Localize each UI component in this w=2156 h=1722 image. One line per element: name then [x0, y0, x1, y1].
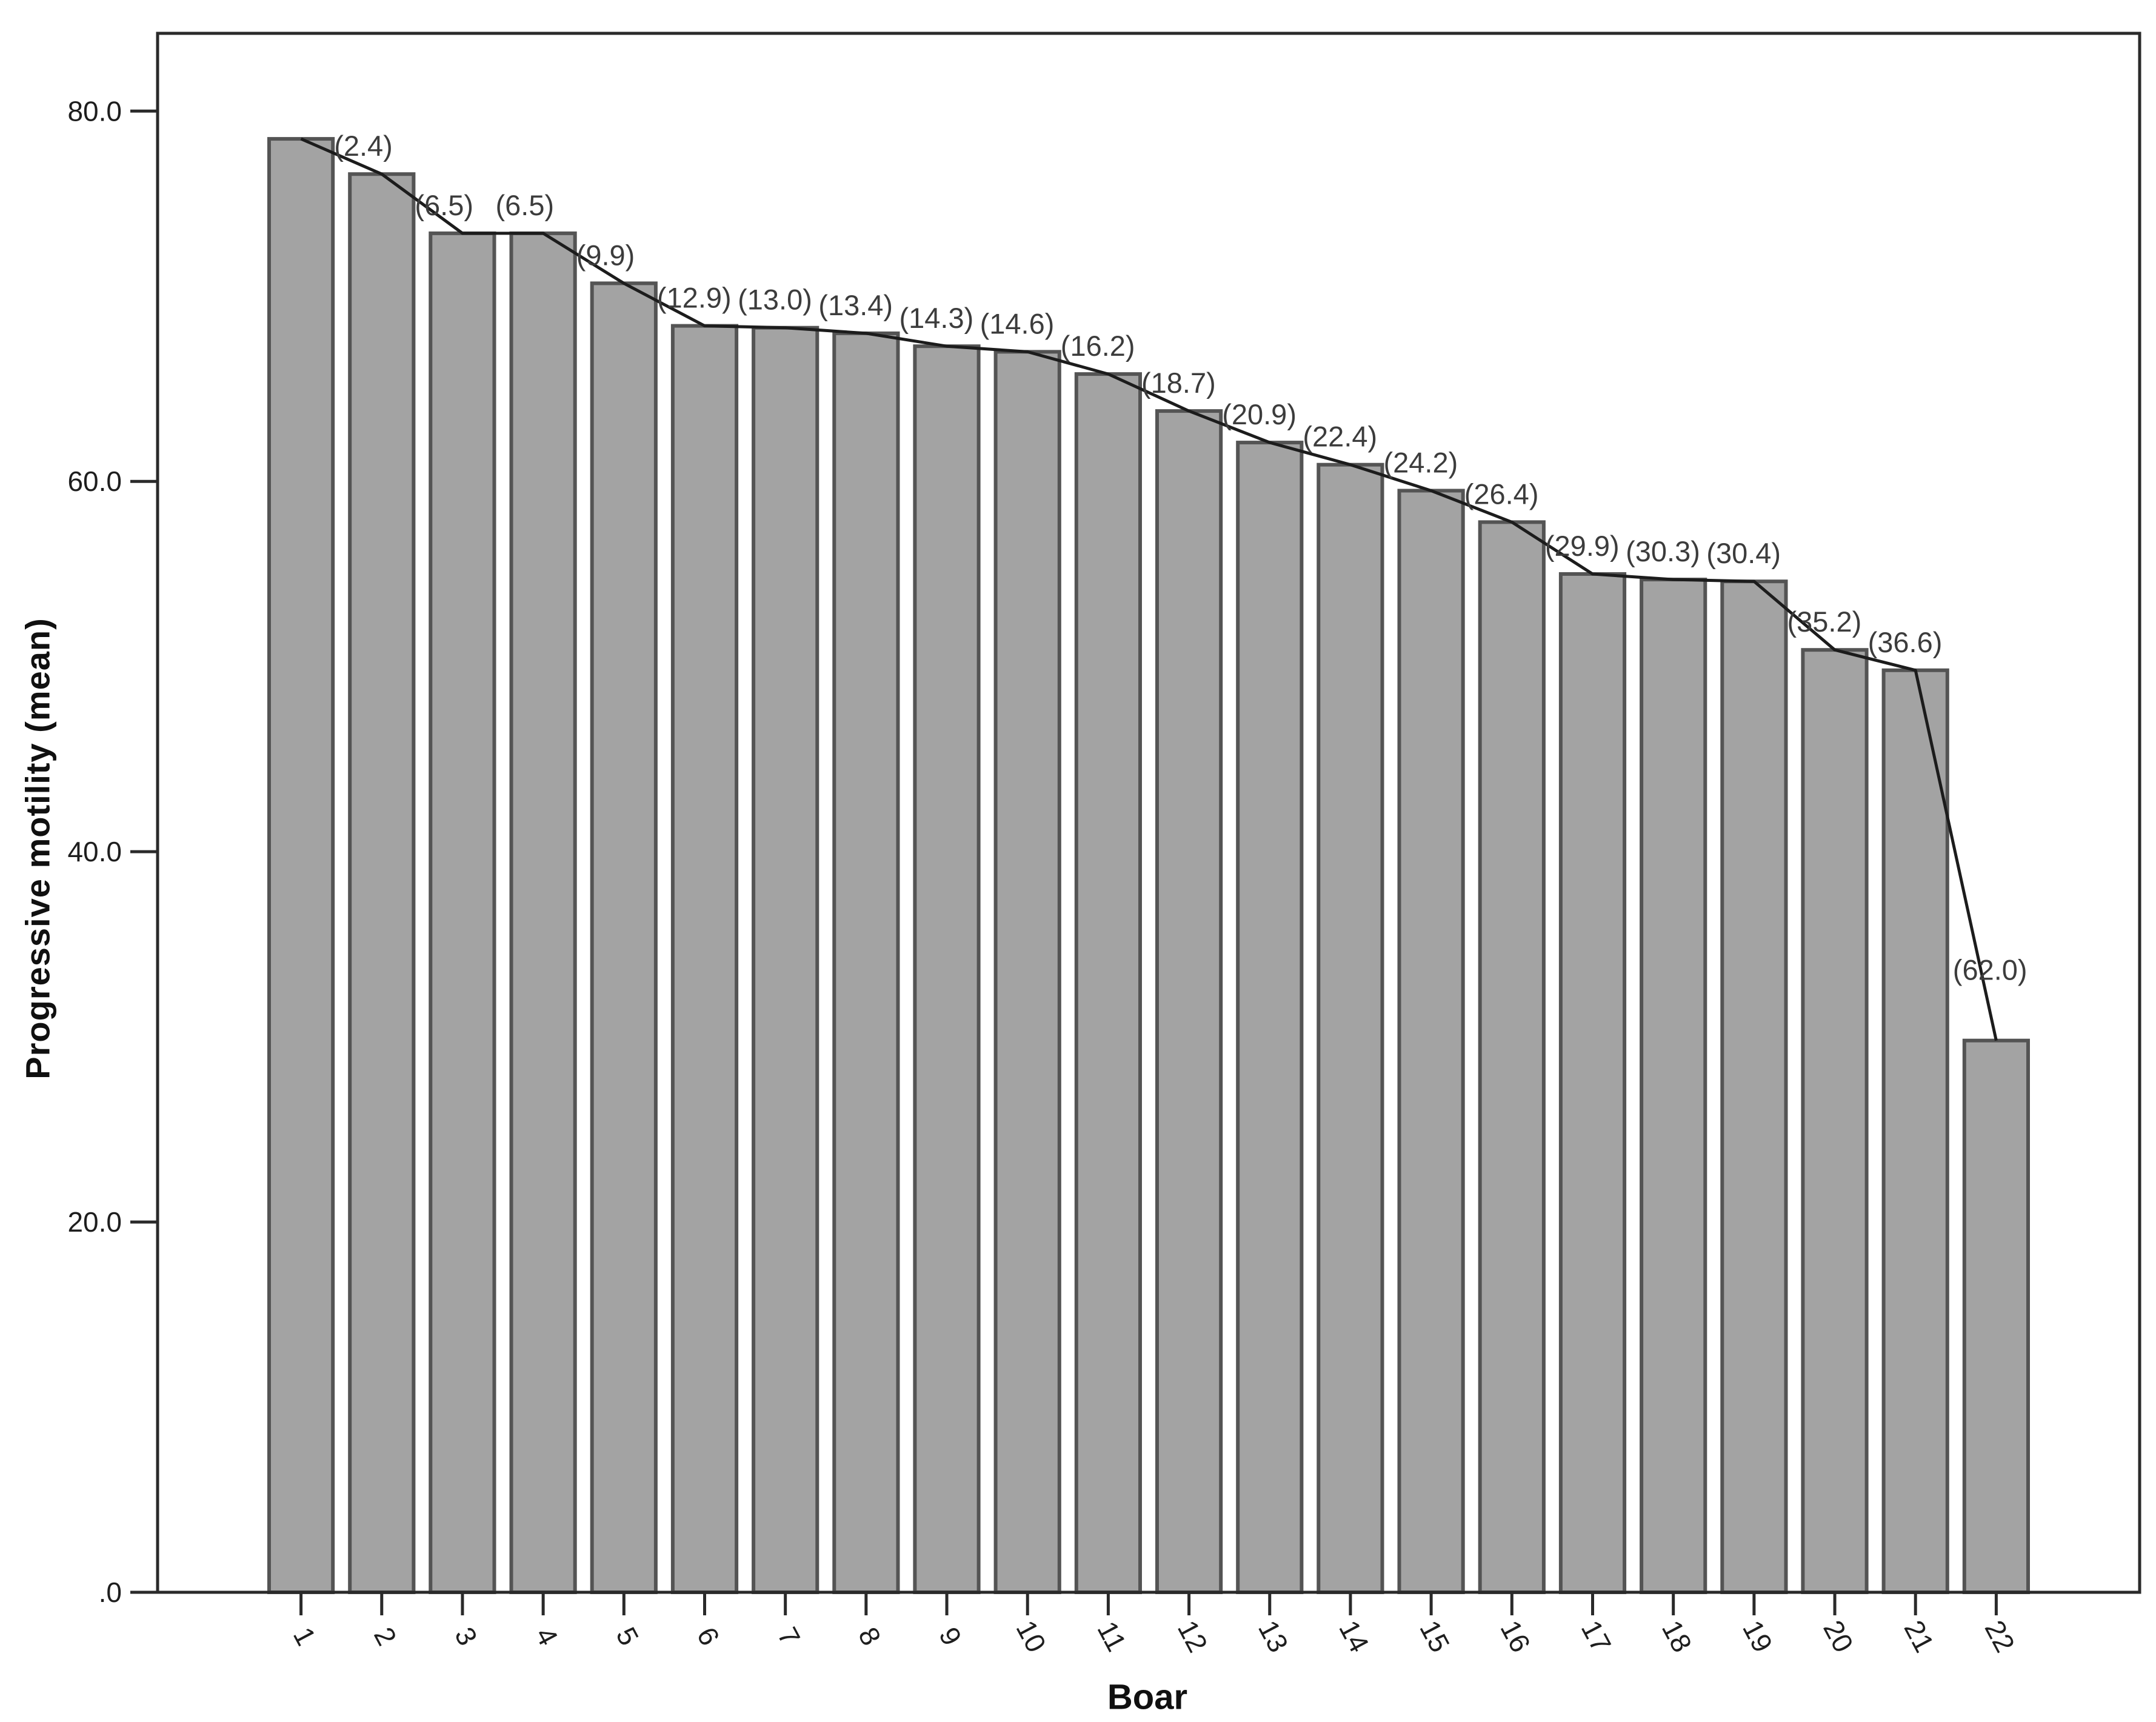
x-tick-label-10: 10: [1010, 1615, 1052, 1658]
bar-annotation-16: (26.4): [1464, 478, 1539, 510]
bar-11: [1074, 372, 1143, 1594]
x-tick-label-1: 1: [287, 1622, 322, 1650]
x-tick-label-15: 15: [1413, 1615, 1456, 1658]
y-tick-label-20.0: 20.0: [67, 1206, 122, 1238]
bar-annotation-9: (14.3): [899, 302, 974, 334]
x-tick-label-20: 20: [1817, 1615, 1860, 1658]
y-tick-label-80.0: 80.0: [67, 95, 122, 127]
bar-22: [1962, 1038, 2031, 1594]
bar-20: [1801, 648, 1869, 1594]
bar-5: [590, 281, 658, 1595]
bar-7: [752, 325, 819, 1595]
bar-4: [509, 231, 577, 1595]
y-tick-label-60.0: 60.0: [67, 466, 122, 497]
x-tick-label-6: 6: [691, 1622, 726, 1650]
y-tick-label-.0: .0: [99, 1577, 122, 1608]
bar-annotation-7: (13.0): [738, 284, 812, 316]
x-tick-label-9: 9: [933, 1622, 968, 1650]
bar-annotation-12: (18.7): [1141, 367, 1216, 399]
bar-19: [1720, 579, 1788, 1595]
x-tick-label-8: 8: [852, 1622, 887, 1650]
bar-annotation-13: (20.9): [1222, 398, 1297, 430]
x-tick-label-5: 5: [610, 1622, 645, 1650]
bar-annotation-22: (62.0): [1953, 954, 2028, 986]
x-tick-label-19: 19: [1737, 1615, 1779, 1658]
x-tick-label-3: 3: [449, 1622, 484, 1650]
x-tick-label-17: 17: [1575, 1615, 1618, 1658]
x-axis-title: Boar: [1107, 1677, 1188, 1717]
bar-13: [1236, 441, 1304, 1594]
x-tick-label-12: 12: [1172, 1615, 1214, 1658]
plot-frame: [156, 32, 2141, 1594]
bar-9: [913, 344, 981, 1595]
x-tick-label-7: 7: [772, 1622, 807, 1650]
bar-annotation-2: (2.4): [334, 130, 393, 162]
bar-annotation-18: (30.3): [1626, 535, 1700, 567]
bar-2: [348, 172, 416, 1595]
x-tick-label-18: 18: [1656, 1615, 1698, 1658]
bar-annotation-19: (30.4): [1706, 537, 1781, 569]
x-tick-label-22: 22: [1979, 1615, 2021, 1658]
bar-annotation-4: (6.5): [496, 189, 555, 221]
x-tick-label-2: 2: [368, 1622, 403, 1650]
bar-21: [1881, 668, 1949, 1594]
bar-annotation-6: (12.9): [657, 282, 732, 314]
bar-annotation-5: (9.9): [576, 239, 635, 271]
bar-17: [1558, 572, 1627, 1594]
decline-line: [300, 137, 1998, 1041]
bar-18: [1640, 578, 1707, 1594]
bar-annotation-20: (35.2): [1787, 606, 1862, 638]
bar-16: [1478, 520, 1546, 1594]
x-tick-label-16: 16: [1494, 1615, 1537, 1658]
bar-annotation-10: (14.6): [980, 307, 1055, 339]
bar-annotation-11: (16.2): [1061, 330, 1135, 362]
bar-annotation-14: (22.4): [1303, 421, 1377, 453]
bar-6: [670, 324, 739, 1594]
x-tick-label-4: 4: [529, 1622, 564, 1650]
bar-1: [267, 137, 335, 1594]
bar-12: [1155, 409, 1223, 1594]
bar-annotation-8: (13.4): [818, 289, 893, 321]
x-tick-label-11: 11: [1091, 1616, 1132, 1657]
y-tick-label-40.0: 40.0: [67, 836, 122, 867]
bar-8: [832, 331, 900, 1595]
x-tick-label-14: 14: [1333, 1615, 1375, 1658]
x-tick-label-13: 13: [1252, 1615, 1295, 1658]
x-tick-label-21: 21: [1898, 1615, 1940, 1658]
bar-annotation-3: (6.5): [415, 189, 473, 221]
bar-15: [1397, 489, 1465, 1594]
bar-10: [993, 350, 1061, 1594]
bar-annotation-17: (29.9): [1545, 530, 1620, 562]
bar-3: [429, 231, 496, 1595]
y-axis-title: Progressive motility (mean): [18, 618, 57, 1080]
bar-annotation-15: (24.2): [1384, 447, 1458, 479]
bar-14: [1317, 462, 1384, 1595]
bar-annotation-21: (36.6): [1868, 626, 1943, 658]
